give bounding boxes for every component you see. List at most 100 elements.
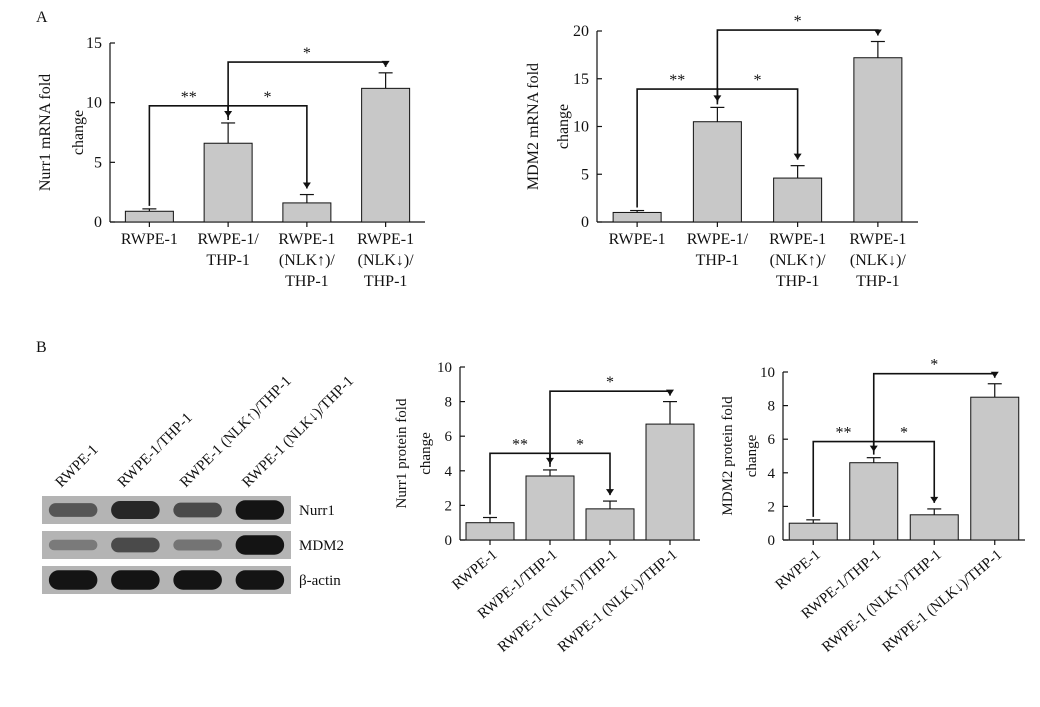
bracket-arrowhead	[990, 371, 999, 378]
blot-lane-label: RWPE-1 (NLK↑)/THP-1	[177, 373, 295, 491]
significance-label: *	[930, 357, 938, 374]
bracket-arrowhead	[793, 153, 802, 160]
x-tick-label: THP-1	[364, 273, 408, 290]
significance-label: *	[576, 436, 584, 453]
x-tick-label: THP-1	[776, 273, 820, 290]
blot-band	[173, 502, 222, 518]
x-tick-label: RWPE-1	[773, 547, 824, 594]
blot-band	[173, 570, 222, 590]
y-tick-label: 0	[581, 214, 589, 231]
bracket-arrowhead	[302, 182, 311, 189]
y-tick-label: 10	[573, 119, 589, 136]
y-tick-label: 15	[573, 71, 589, 88]
blot-lane-label: RWPE-1	[53, 442, 102, 491]
blot-band	[48, 570, 98, 590]
significance-label: *	[900, 425, 908, 442]
y-tick-label: 5	[581, 166, 589, 183]
blot-band	[235, 570, 285, 590]
y-axis-label: MDM2 mRNA fold	[525, 63, 542, 190]
significance-label: **	[669, 72, 685, 89]
x-tick-label: RWPE-1	[769, 231, 826, 248]
y-axis-label: change	[70, 110, 87, 155]
y-tick-label: 4	[768, 466, 776, 482]
y-tick-label: 2	[445, 498, 453, 514]
bar	[465, 522, 515, 541]
x-tick-label: RWPE-1 (NLK↓)/THP-1	[555, 547, 681, 656]
x-tick-label: (NLK↓)/	[850, 252, 907, 269]
blot-band	[235, 500, 285, 520]
bar	[645, 423, 695, 541]
bar	[853, 57, 903, 223]
significance-label: *	[264, 89, 272, 106]
bar	[788, 522, 838, 541]
blot-band	[111, 570, 160, 590]
bracket-arrowhead	[381, 60, 390, 67]
blot-band	[173, 539, 222, 551]
blot-row-label: MDM2	[299, 538, 344, 554]
chart-mdm2-mrna: 0 5 10 15 20 MDM2 mRNA fold change RWPE-1 RWPE-1…	[525, 13, 918, 290]
x-tick-label: RWPE-1 (NLK↑)/THP-1	[495, 547, 621, 656]
bracket-arrowhead	[930, 496, 939, 503]
x-tick-label: THP-1	[206, 252, 250, 269]
bracket-arrowhead	[606, 489, 614, 496]
y-tick-label: 10	[86, 95, 102, 112]
y-axis-label: MDM2 protein fold	[720, 396, 736, 516]
bracket-arrowhead	[873, 29, 882, 36]
panel-label-a: A	[36, 9, 48, 26]
blot-band	[111, 537, 160, 553]
y-axis-label: Nurr1 protein fold	[394, 398, 410, 508]
x-tick-label: RWPE-1	[121, 231, 178, 248]
bar	[124, 210, 174, 223]
x-tick-label: THP-1	[856, 273, 900, 290]
significance-label: **	[512, 436, 528, 453]
bar	[585, 508, 635, 541]
bar	[909, 514, 959, 541]
y-tick-label: 8	[445, 395, 453, 411]
y-tick-label: 20	[573, 23, 589, 40]
y-tick-label: 6	[445, 429, 453, 445]
bar	[361, 87, 411, 223]
y-tick-label: 2	[768, 499, 776, 515]
x-tick-label: THP-1	[696, 252, 740, 269]
x-tick-label: RWPE-1 (NLK↑)/THP-1	[819, 547, 945, 656]
y-axis-label: change	[555, 104, 572, 149]
x-tick-label: THP-1	[285, 273, 329, 290]
y-tick-label: 0	[94, 214, 102, 231]
significance-label: *	[754, 72, 762, 89]
significance-label: **	[181, 89, 197, 106]
bar	[525, 475, 575, 541]
y-tick-label: 6	[768, 432, 776, 448]
bar	[692, 121, 742, 223]
x-tick-label: (NLK↓)/	[358, 252, 415, 269]
x-tick-label: RWPE-1/	[687, 231, 749, 248]
y-tick-label: 5	[94, 154, 102, 171]
x-tick-label: (NLK↑)/	[770, 252, 827, 269]
blot-row-label: Nurr1	[299, 503, 335, 519]
significance-label: *	[606, 374, 614, 391]
significance-label: **	[836, 425, 852, 442]
panel-label-b: B	[36, 339, 47, 356]
y-tick-label: 8	[768, 399, 776, 415]
bar	[773, 177, 823, 223]
y-tick-label: 10	[437, 360, 452, 376]
x-tick-label: RWPE-1/	[197, 231, 259, 248]
x-tick-label: RWPE-1	[357, 231, 414, 248]
significance-label: *	[794, 13, 802, 30]
x-tick-label: RWPE-1	[849, 231, 906, 248]
y-tick-label: 15	[86, 35, 102, 52]
blot-band	[235, 535, 285, 555]
blot-row-label: β-actin	[299, 573, 341, 589]
bracket-arrowhead	[666, 389, 674, 396]
x-tick-label: (NLK↑)/	[279, 252, 336, 269]
x-tick-label: RWPE-1	[278, 231, 335, 248]
bar	[970, 396, 1020, 541]
y-tick-label: 4	[445, 464, 453, 480]
bar	[203, 142, 253, 223]
blot-band	[48, 539, 98, 551]
blot-lane-label: RWPE-1 (NLK↓)/THP-1	[239, 373, 357, 491]
blot-band	[111, 500, 160, 520]
x-tick-label: RWPE-1	[449, 547, 500, 594]
